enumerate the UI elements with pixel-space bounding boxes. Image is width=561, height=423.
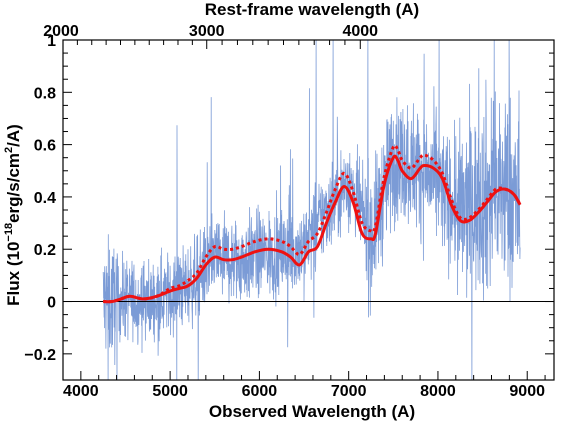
- x-tick-label: 8000: [420, 383, 456, 400]
- y-axis-title: Flux (10−18erg/s/cm2/A): [3, 124, 23, 306]
- y-tick-label: 1: [47, 33, 56, 50]
- top-tick-label: 4000: [342, 23, 378, 40]
- x-axis-title: Observed Wavelength (A): [209, 402, 415, 421]
- x-tick-label: 4000: [63, 383, 99, 400]
- model-fits: [103, 143, 522, 304]
- spectrum-trace: [102, 40, 521, 380]
- y-tick-label: 0.8: [34, 85, 56, 102]
- model-dotted-line: [103, 143, 522, 304]
- tick-labels: 4000 5000 6000 7000 8000 9000 −0.2 0 0.2 0.4 0.6 0.…: [24, 23, 545, 400]
- top-tick-label: 3000: [189, 23, 225, 40]
- x-tick-label: 9000: [509, 383, 545, 400]
- x-tick-label: 5000: [152, 383, 188, 400]
- model-solid-line: [103, 154, 522, 304]
- y-tick-label: 0.2: [34, 242, 56, 259]
- x-tick-label: 6000: [242, 383, 278, 400]
- x-tick-label: 7000: [331, 383, 367, 400]
- top-axis-title: Rest-frame wavelength (A): [205, 0, 419, 19]
- y-tick-label: 0.4: [34, 190, 56, 207]
- top-tick-label: 2000: [43, 23, 79, 40]
- y-tick-label: 0.6: [34, 138, 56, 155]
- axis-ticks: [62, 39, 554, 380]
- y-tick-label: 0: [47, 295, 56, 312]
- y-tick-label: −0.2: [24, 347, 56, 364]
- observed-spectrum: [102, 40, 521, 380]
